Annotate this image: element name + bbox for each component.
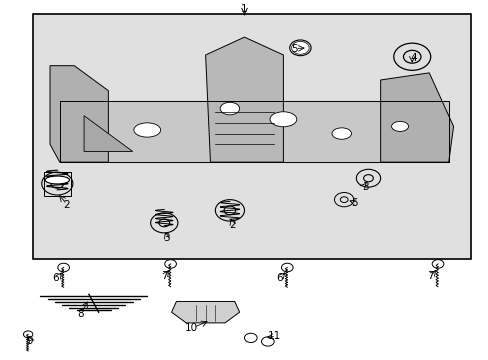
Circle shape [164, 260, 176, 268]
Ellipse shape [391, 121, 408, 131]
Ellipse shape [331, 128, 351, 139]
Text: 8: 8 [77, 309, 84, 319]
Text: 7: 7 [426, 271, 433, 281]
Circle shape [431, 260, 443, 268]
Text: 7: 7 [161, 271, 167, 281]
FancyBboxPatch shape [33, 14, 469, 258]
Circle shape [23, 331, 33, 338]
Text: 11: 11 [267, 332, 281, 342]
Polygon shape [380, 73, 453, 162]
Circle shape [58, 263, 69, 272]
Circle shape [261, 337, 274, 346]
Text: 5: 5 [291, 44, 297, 54]
Text: 1: 1 [241, 4, 247, 14]
Circle shape [244, 333, 257, 342]
Polygon shape [84, 116, 132, 152]
Text: 10: 10 [184, 323, 197, 333]
Circle shape [281, 263, 292, 272]
Text: 2: 2 [228, 220, 235, 230]
Polygon shape [171, 301, 239, 323]
Text: 4: 4 [409, 53, 416, 63]
Text: 2: 2 [63, 200, 70, 210]
Ellipse shape [220, 102, 239, 115]
Text: 3: 3 [361, 182, 367, 192]
Ellipse shape [134, 123, 160, 137]
Text: 5: 5 [351, 198, 357, 208]
Text: 9: 9 [26, 336, 33, 346]
Polygon shape [60, 102, 448, 162]
Polygon shape [50, 66, 108, 162]
Ellipse shape [45, 176, 69, 184]
Bar [44, 172, 71, 196]
Text: 6: 6 [276, 273, 282, 283]
Text: 3: 3 [163, 233, 170, 243]
Ellipse shape [269, 112, 296, 127]
Circle shape [291, 41, 308, 54]
Polygon shape [205, 37, 283, 162]
Text: 6: 6 [52, 273, 59, 283]
